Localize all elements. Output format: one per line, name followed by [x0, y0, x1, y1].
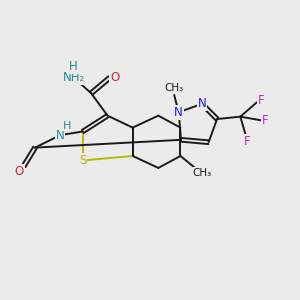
Text: CH₃: CH₃ [164, 82, 183, 92]
Text: F: F [244, 135, 251, 148]
Text: O: O [15, 165, 24, 178]
Text: S: S [79, 154, 86, 167]
Text: F: F [262, 114, 269, 127]
Text: CH₃: CH₃ [193, 168, 212, 178]
Text: N: N [174, 106, 183, 119]
Text: N: N [197, 98, 206, 110]
Text: H: H [63, 121, 71, 130]
Text: N: N [56, 129, 64, 142]
Text: H: H [69, 60, 78, 73]
Text: O: O [110, 71, 120, 84]
Text: NH₂: NH₂ [63, 71, 85, 84]
Text: F: F [258, 94, 265, 107]
